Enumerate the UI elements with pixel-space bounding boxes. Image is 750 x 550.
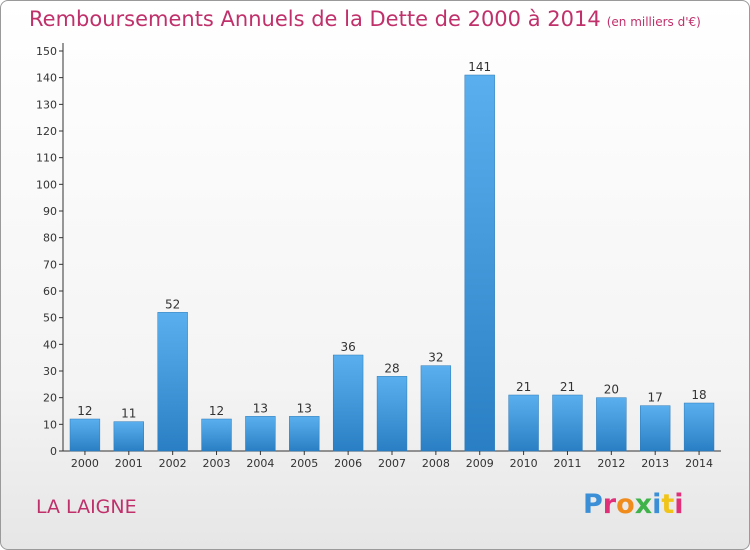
bar-value-label: 13 xyxy=(253,401,268,415)
bar xyxy=(69,418,101,452)
bar-value-label: 18 xyxy=(691,388,706,402)
x-tick-label: 2000 xyxy=(71,457,99,470)
x-tick-label: 2014 xyxy=(685,457,713,470)
bar-value-label: 36 xyxy=(340,340,355,354)
y-tick-label: 90 xyxy=(43,205,57,218)
x-tick-label: 2009 xyxy=(466,457,494,470)
y-tick-label: 20 xyxy=(43,392,57,405)
y-tick-label: 30 xyxy=(43,365,57,378)
bar-value-label: 13 xyxy=(297,401,312,415)
x-tick-label: 2003 xyxy=(203,457,231,470)
bar-value-label: 141 xyxy=(468,60,491,74)
x-tick-label: 2001 xyxy=(115,457,143,470)
bar-value-label: 52 xyxy=(165,297,180,311)
bar xyxy=(683,402,715,452)
bar xyxy=(640,405,671,452)
bar xyxy=(289,416,320,452)
chart-title: Remboursements Annuels de la Dette de 20… xyxy=(29,7,701,31)
bar-value-label: 21 xyxy=(516,380,531,394)
bar xyxy=(596,397,627,452)
y-tick-label: 100 xyxy=(36,178,57,191)
chart-subtitle: (en milliers d'€) xyxy=(606,15,701,29)
bar-value-label: 28 xyxy=(384,361,399,375)
bar-value-label: 32 xyxy=(428,351,443,365)
y-tick-label: 70 xyxy=(43,258,57,271)
bar xyxy=(157,312,188,452)
x-tick-label: 2006 xyxy=(334,457,362,470)
x-tick-label: 2012 xyxy=(597,457,625,470)
bar xyxy=(552,394,583,452)
x-tick-label: 2013 xyxy=(641,457,669,470)
bar xyxy=(245,416,276,452)
y-tick-label: 60 xyxy=(43,285,57,298)
bar-chart: 0 10 20 30 40 50 60 70 80 90 100 110 120 130 140 150 12 2… xyxy=(36,43,721,470)
x-tick-label: 2005 xyxy=(290,457,318,470)
y-tick-label: 140 xyxy=(36,72,57,85)
bar-value-label: 20 xyxy=(604,383,619,397)
x-tick-label: 2004 xyxy=(246,457,274,470)
x-tick-label: 2011 xyxy=(553,457,581,470)
x-tick-label: 2010 xyxy=(510,457,538,470)
title-text: Remboursements Annuels de la Dette de 20… xyxy=(29,7,601,31)
y-tick-label: 0 xyxy=(50,445,57,458)
bar-value-label: 11 xyxy=(121,407,136,421)
bar-value-label: 12 xyxy=(209,404,224,418)
bar xyxy=(464,74,495,452)
x-tick-label: 2007 xyxy=(378,457,406,470)
y-tick-label: 10 xyxy=(43,418,57,431)
bar xyxy=(201,418,232,452)
x-tick-label: 2002 xyxy=(159,457,187,470)
y-tick-label: 80 xyxy=(43,232,57,245)
bar xyxy=(508,394,539,452)
y-tick-label: 150 xyxy=(36,45,57,58)
bar-value-label: 17 xyxy=(648,391,663,405)
y-tick-label: 50 xyxy=(43,312,57,325)
bar xyxy=(332,354,364,452)
y-tick-label: 110 xyxy=(36,152,57,165)
bar xyxy=(113,421,144,452)
y-tick-label: 130 xyxy=(36,98,57,111)
bar xyxy=(376,376,408,452)
x-tick-label: 2008 xyxy=(422,457,450,470)
proxiti-logo: Proxiti xyxy=(583,489,684,520)
y-tick-label: 120 xyxy=(36,125,57,138)
bar xyxy=(420,365,452,452)
bar-value-label: 12 xyxy=(77,404,92,418)
y-tick-label: 40 xyxy=(43,338,57,351)
bar-value-label: 21 xyxy=(560,380,575,394)
location-label: LA LAIGNE xyxy=(36,496,137,518)
